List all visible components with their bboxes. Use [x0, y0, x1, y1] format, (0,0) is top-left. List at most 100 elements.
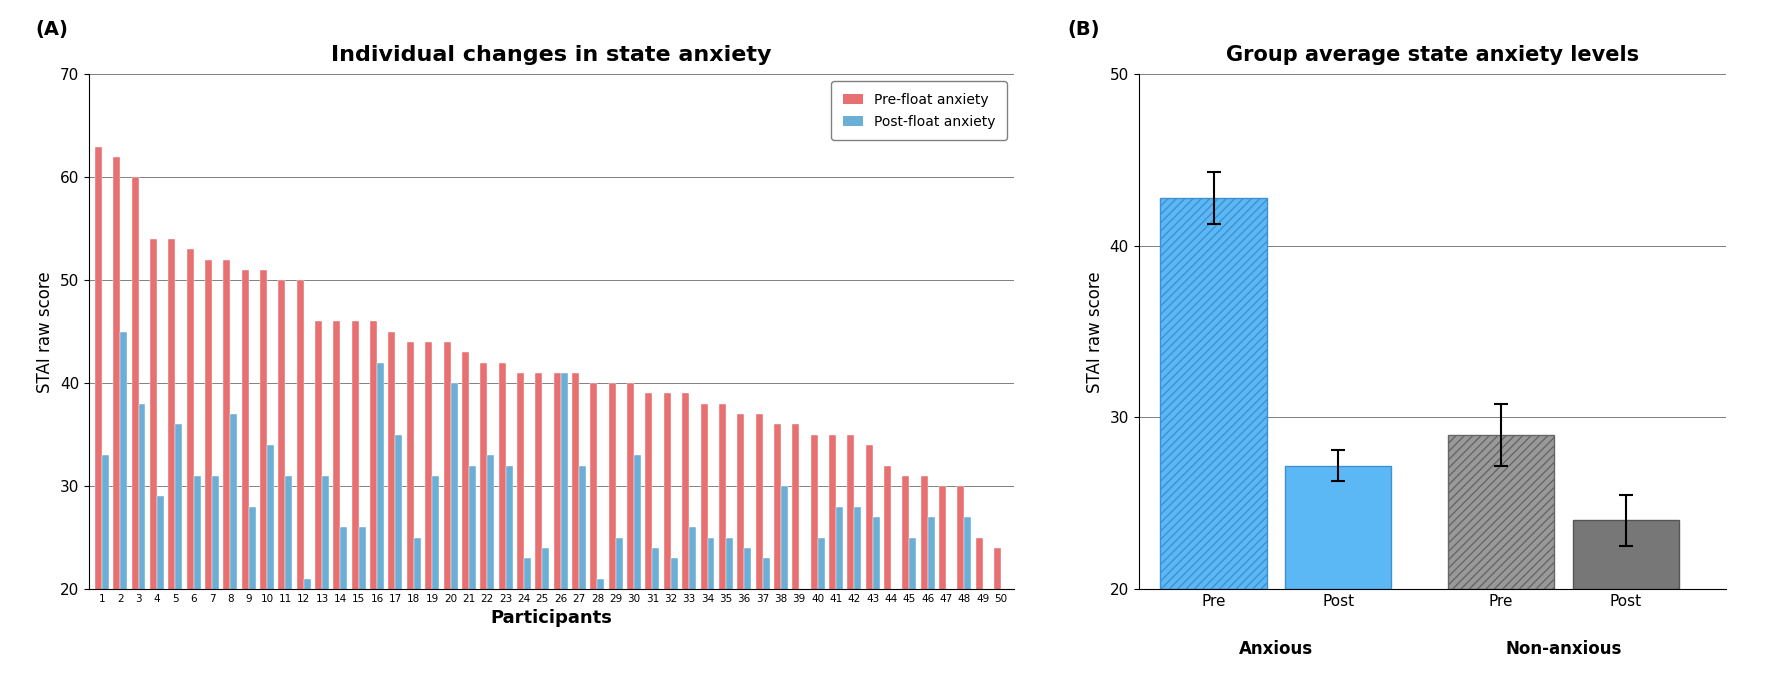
Bar — [224, 260, 229, 677]
Bar — [608, 383, 616, 677]
Bar — [763, 558, 770, 677]
Bar — [443, 342, 450, 677]
Title: Individual changes in state anxiety: Individual changes in state anxiety — [331, 45, 772, 64]
Bar — [267, 445, 274, 677]
Bar — [653, 548, 660, 677]
Bar — [297, 280, 304, 677]
Bar — [121, 332, 126, 677]
Bar — [205, 260, 212, 677]
Bar — [977, 538, 982, 677]
Bar — [671, 558, 678, 677]
Bar — [505, 466, 512, 677]
Bar — [922, 476, 929, 677]
Bar — [902, 476, 909, 677]
Bar — [285, 476, 292, 677]
Bar — [132, 177, 139, 677]
Bar — [487, 455, 495, 677]
Bar — [688, 527, 696, 677]
Bar — [322, 476, 329, 677]
Bar — [407, 342, 415, 677]
Y-axis label: STAI raw score: STAI raw score — [36, 271, 55, 393]
Bar — [701, 403, 708, 677]
Bar — [187, 249, 194, 677]
Bar — [719, 403, 726, 677]
Title: Group average state anxiety levels: Group average state anxiety levels — [1226, 45, 1638, 64]
Bar — [174, 424, 181, 677]
Bar — [1160, 198, 1267, 589]
Bar — [553, 373, 560, 677]
Bar — [664, 393, 671, 677]
Bar — [1448, 435, 1553, 589]
Bar — [242, 270, 249, 677]
Bar — [792, 424, 799, 677]
Bar — [304, 579, 311, 677]
Bar — [578, 466, 585, 677]
Bar — [681, 393, 688, 677]
Bar — [535, 373, 543, 677]
Bar — [149, 239, 157, 677]
Bar — [463, 352, 470, 677]
Bar — [964, 517, 971, 677]
Bar — [194, 476, 201, 677]
Bar — [450, 383, 457, 677]
Bar — [525, 558, 530, 677]
Bar — [333, 322, 340, 677]
X-axis label: Participants: Participants — [491, 609, 612, 628]
Bar — [388, 332, 395, 677]
Bar — [756, 414, 763, 677]
Bar — [854, 506, 861, 677]
Bar — [708, 538, 715, 677]
Bar — [425, 342, 432, 677]
Bar — [628, 383, 633, 677]
Text: (B): (B) — [1067, 20, 1099, 39]
Bar — [101, 455, 109, 677]
Bar — [352, 322, 359, 677]
Bar — [598, 579, 605, 677]
Bar — [340, 527, 347, 677]
Bar — [1002, 589, 1009, 677]
Bar — [957, 486, 964, 677]
Bar — [726, 538, 733, 677]
Bar — [543, 548, 550, 677]
Bar — [114, 157, 121, 677]
Bar — [249, 506, 256, 677]
Bar — [157, 496, 164, 677]
Bar — [829, 435, 836, 677]
Bar — [260, 270, 267, 677]
Bar — [94, 146, 101, 677]
Bar — [774, 424, 781, 677]
Bar — [737, 414, 744, 677]
Bar — [633, 455, 640, 677]
Bar — [847, 435, 854, 677]
Bar — [498, 363, 505, 677]
Bar — [616, 538, 623, 677]
Bar — [982, 589, 989, 677]
Bar — [591, 383, 598, 677]
Bar — [1573, 521, 1679, 589]
Bar — [573, 373, 578, 677]
Bar — [818, 538, 825, 677]
Bar — [866, 445, 873, 677]
Y-axis label: STAI raw score: STAI raw score — [1085, 271, 1105, 393]
Bar — [395, 435, 402, 677]
Bar — [169, 239, 174, 677]
Legend: Pre-float anxiety, Post-float anxiety: Pre-float anxiety, Post-float anxiety — [831, 81, 1007, 140]
Bar — [811, 435, 818, 677]
Bar — [370, 322, 377, 677]
Bar — [415, 538, 422, 677]
Bar — [836, 506, 843, 677]
Bar — [315, 322, 322, 677]
Bar — [873, 517, 879, 677]
Bar — [518, 373, 525, 677]
Bar — [229, 414, 237, 677]
Text: Anxious: Anxious — [1238, 640, 1313, 659]
Bar — [646, 393, 653, 677]
Bar — [139, 403, 146, 677]
Bar — [470, 466, 475, 677]
Text: Non-anxious: Non-anxious — [1505, 640, 1621, 659]
Bar — [946, 589, 954, 677]
Bar — [929, 517, 934, 677]
Bar — [799, 589, 806, 677]
Bar — [939, 486, 946, 677]
Bar — [359, 527, 366, 677]
